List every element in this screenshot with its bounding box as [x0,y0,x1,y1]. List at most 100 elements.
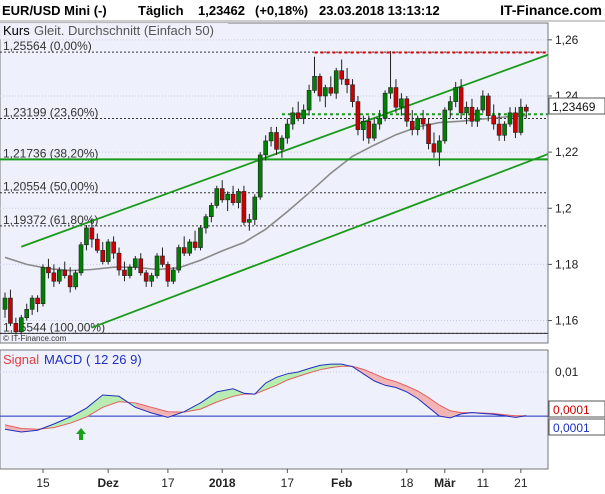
macd-y-axis: 0,01 [555,365,579,379]
candle-down [122,269,127,276]
candle-down [458,87,464,114]
candle-down [95,238,100,251]
macd-fill-segment [395,381,407,392]
macd-panel [0,349,549,470]
candle-up [502,123,507,136]
sma50-line [4,114,527,272]
candle-up [78,244,84,274]
candle-down [219,188,225,201]
macd-fill-segment [135,402,152,414]
macd-fill-segment [102,394,120,408]
candle-down [35,297,40,305]
candle-up [415,118,420,130]
candle-up [306,90,312,111]
macd-fill-segment [309,365,320,373]
brand-logo: IT-Finance.com [500,2,602,18]
candle-down [100,250,106,262]
price-change: (+0,18%) [255,3,308,18]
price-label-box [548,97,605,115]
macd-fill-segment [5,424,22,432]
candle-up [279,137,285,150]
x-label: Dez [97,476,118,490]
candle-down [491,115,497,125]
candle-up [312,76,317,91]
copyright: © IT-Finance.com [3,334,67,343]
macd-fill-segment [439,405,451,418]
candle-down [138,258,144,274]
macd-fill-segment [363,369,375,381]
channel-lower [91,153,549,329]
candle-down [469,106,475,122]
candle-up [323,87,328,97]
candle-up [187,241,192,254]
candle-up [507,112,513,125]
x-label: Feb [331,476,352,490]
price-label: 1,23469 [552,100,596,114]
candle-down [513,112,518,133]
candle-up [214,188,220,206]
macd-fill-segment [216,388,234,403]
candle-up [257,154,263,198]
candle-up [464,106,469,114]
macd-fill-segment [151,407,168,418]
candle-up [176,247,182,271]
macd-fill-segment [287,372,299,380]
legend-kurs: Kurs [3,23,30,38]
candle-up [29,297,35,310]
fib-label: 1,15544 (100,00%) [3,320,105,334]
candle-down [328,87,334,94]
candle-down [181,247,187,254]
candle-up [105,241,111,262]
macd-tick-label: 0,01 [555,365,579,379]
candle-down [160,255,165,265]
buy-arrow-icon [76,428,87,440]
macd-fill-segment [417,390,429,408]
x-axis: 15 Dez 17 2018 17 Feb 18 Mär 11 21 [36,469,528,490]
macd-grid [0,371,548,417]
macd-fill-segment [330,364,342,368]
candle-down [496,123,502,136]
candle-down [295,112,301,119]
candle-up [209,205,214,217]
price-tick-label: 1,2 [555,201,572,215]
macd-fill-segment [53,416,71,428]
candle-up [333,70,339,94]
price-panel [0,22,549,344]
header-bar [0,0,605,22]
x-label: 2018 [209,476,236,490]
interval-label: Täglich [138,3,184,18]
candle-up [518,106,524,133]
candle-down [355,101,361,130]
candle-down [143,272,149,282]
candle-up [171,269,176,282]
x-label: 17 [161,476,175,490]
price-tick-label: 1,22 [555,145,579,159]
macd-label-box [548,418,605,436]
signal-value: 0,0001 [553,403,590,417]
support-resistance [0,51,548,161]
buy-arrow-icon [76,428,87,440]
signal-label-box [548,400,605,418]
candle-up [247,219,252,223]
candle-up [290,112,296,125]
fib-label: 1,25564 (0,00%) [3,39,92,53]
candle-down [13,323,19,333]
signal-line [4,365,527,430]
macd-fill-segment [428,397,440,417]
macd-line [4,363,527,433]
fib-label: 1,20554 (50,00%) [3,180,98,194]
x-label: 11 [477,476,490,490]
fib-label: 1,23199 (23,60%) [3,105,98,119]
candle-down [8,297,13,324]
candle-down [274,132,279,150]
candle-up [361,120,366,130]
x-label: 17 [281,476,295,490]
candle-down [116,252,122,271]
candle-up [2,297,8,310]
candle-up [40,266,46,305]
candle-down [426,123,431,145]
macd-legend-signal: Signal [3,352,39,367]
macd-fill-segment [374,373,386,386]
candle-down [230,193,236,203]
candle-up [236,191,241,203]
